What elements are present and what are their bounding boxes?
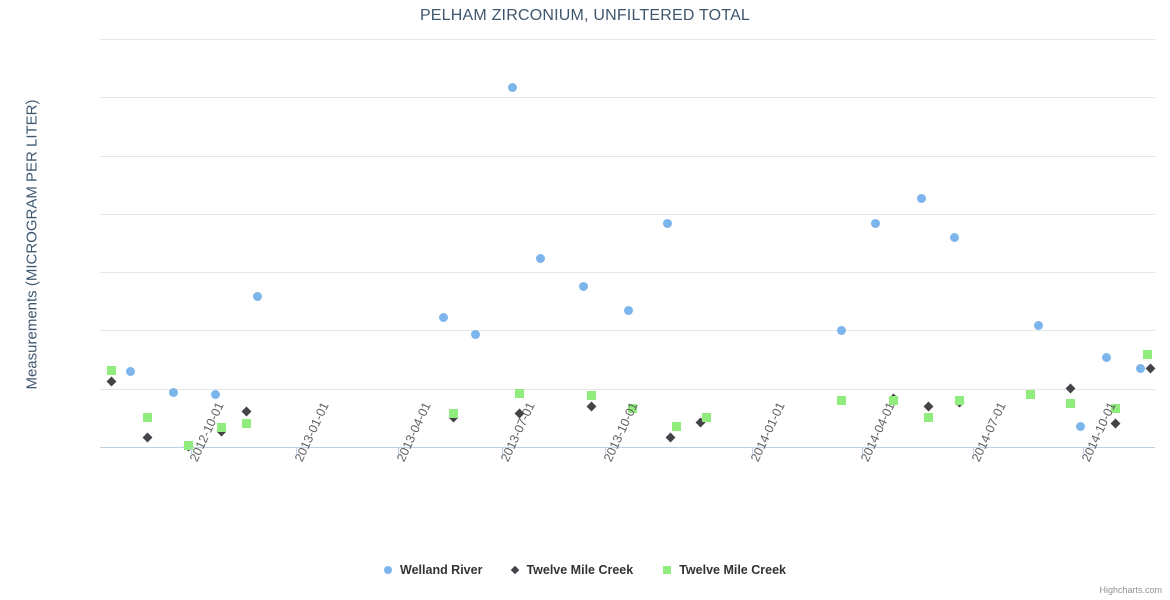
gridline xyxy=(100,213,1155,215)
data-point[interactable] xyxy=(1065,383,1075,393)
x-axis-tick-mark xyxy=(752,447,753,455)
data-point[interactable] xyxy=(578,281,588,291)
data-point[interactable] xyxy=(671,422,681,432)
data-point[interactable] xyxy=(1075,421,1085,431)
legend-label: Twelve Mile Creek xyxy=(526,563,634,577)
legend-marker-circle-icon xyxy=(384,566,393,574)
data-point[interactable] xyxy=(1135,364,1145,374)
legend-item[interactable]: Twelve Mile Creek xyxy=(511,563,634,577)
legend-label: Welland River xyxy=(400,563,483,577)
x-axis-tick-mark xyxy=(1083,447,1084,455)
data-point[interactable] xyxy=(168,387,178,397)
data-point[interactable] xyxy=(586,401,596,412)
y-axis-title: Measurements (MICROGRAM PER LITER) xyxy=(23,99,41,390)
legend-marker-square-icon xyxy=(663,566,672,574)
data-point[interactable] xyxy=(836,395,846,405)
data-point[interactable] xyxy=(1101,353,1111,363)
legend-label: Twelve Mile Creek xyxy=(679,563,786,577)
data-point[interactable] xyxy=(106,366,116,376)
data-point[interactable] xyxy=(1033,321,1043,331)
chart-legend: Welland River Twelve Mile Creek Twelve Mil… xyxy=(0,563,1170,577)
data-point[interactable] xyxy=(514,389,524,399)
legend-item[interactable]: Welland River xyxy=(384,563,482,577)
data-point[interactable] xyxy=(949,233,959,243)
x-axis-tick-mark xyxy=(398,447,399,455)
data-point[interactable] xyxy=(142,412,152,422)
x-axis-tick-mark xyxy=(296,447,297,455)
data-point[interactable] xyxy=(106,376,116,387)
data-point[interactable] xyxy=(241,406,251,417)
data-point[interactable] xyxy=(1065,398,1075,408)
data-point[interactable] xyxy=(1025,389,1035,399)
data-point[interactable] xyxy=(923,412,933,422)
gridline xyxy=(100,97,1155,99)
data-point[interactable] xyxy=(916,193,926,203)
x-axis-tick-mark xyxy=(862,447,863,455)
x-axis-tick-mark xyxy=(973,447,974,455)
data-point[interactable] xyxy=(438,313,448,323)
x-axis-tick-mark xyxy=(191,447,192,455)
legend-marker-diamond-icon xyxy=(511,565,520,575)
data-point[interactable] xyxy=(627,403,637,413)
legend-item[interactable]: Twelve Mile Creek xyxy=(663,563,786,577)
gridline xyxy=(100,388,1155,390)
chart-title: PELHAM ZIRCONIUM, UNFILTERED TOTAL xyxy=(419,7,751,24)
data-point[interactable] xyxy=(142,432,152,443)
gridline xyxy=(100,39,1155,40)
gridline xyxy=(100,330,1155,332)
data-point[interactable] xyxy=(888,396,898,406)
data-point[interactable] xyxy=(623,305,633,315)
gridline xyxy=(100,272,1155,274)
data-point[interactable] xyxy=(1142,350,1152,360)
data-point[interactable] xyxy=(662,218,672,228)
x-axis-line xyxy=(100,447,1155,448)
data-point[interactable] xyxy=(836,326,846,336)
gridline xyxy=(100,155,1155,157)
data-point[interactable] xyxy=(1110,404,1120,414)
data-point[interactable] xyxy=(923,401,933,412)
x-axis-tick-mark xyxy=(502,447,503,455)
data-point[interactable] xyxy=(183,441,193,451)
data-point[interactable] xyxy=(1145,363,1155,374)
data-point[interactable] xyxy=(954,396,964,406)
highcharts-credits[interactable]: Highcharts.com xyxy=(1099,585,1162,595)
data-point[interactable] xyxy=(870,219,880,229)
data-point[interactable] xyxy=(216,423,226,433)
data-point[interactable] xyxy=(586,390,596,400)
data-point[interactable] xyxy=(535,253,545,263)
plot-area xyxy=(100,39,1155,452)
data-point[interactable] xyxy=(241,418,251,428)
data-point[interactable] xyxy=(665,432,675,443)
data-point[interactable] xyxy=(125,366,135,376)
data-point[interactable] xyxy=(448,408,458,418)
x-axis-tick-mark xyxy=(605,447,606,455)
data-point[interactable] xyxy=(470,330,480,340)
data-point[interactable] xyxy=(210,390,220,400)
data-point[interactable] xyxy=(252,292,262,302)
data-point[interactable] xyxy=(701,412,711,422)
data-point[interactable] xyxy=(507,83,517,93)
